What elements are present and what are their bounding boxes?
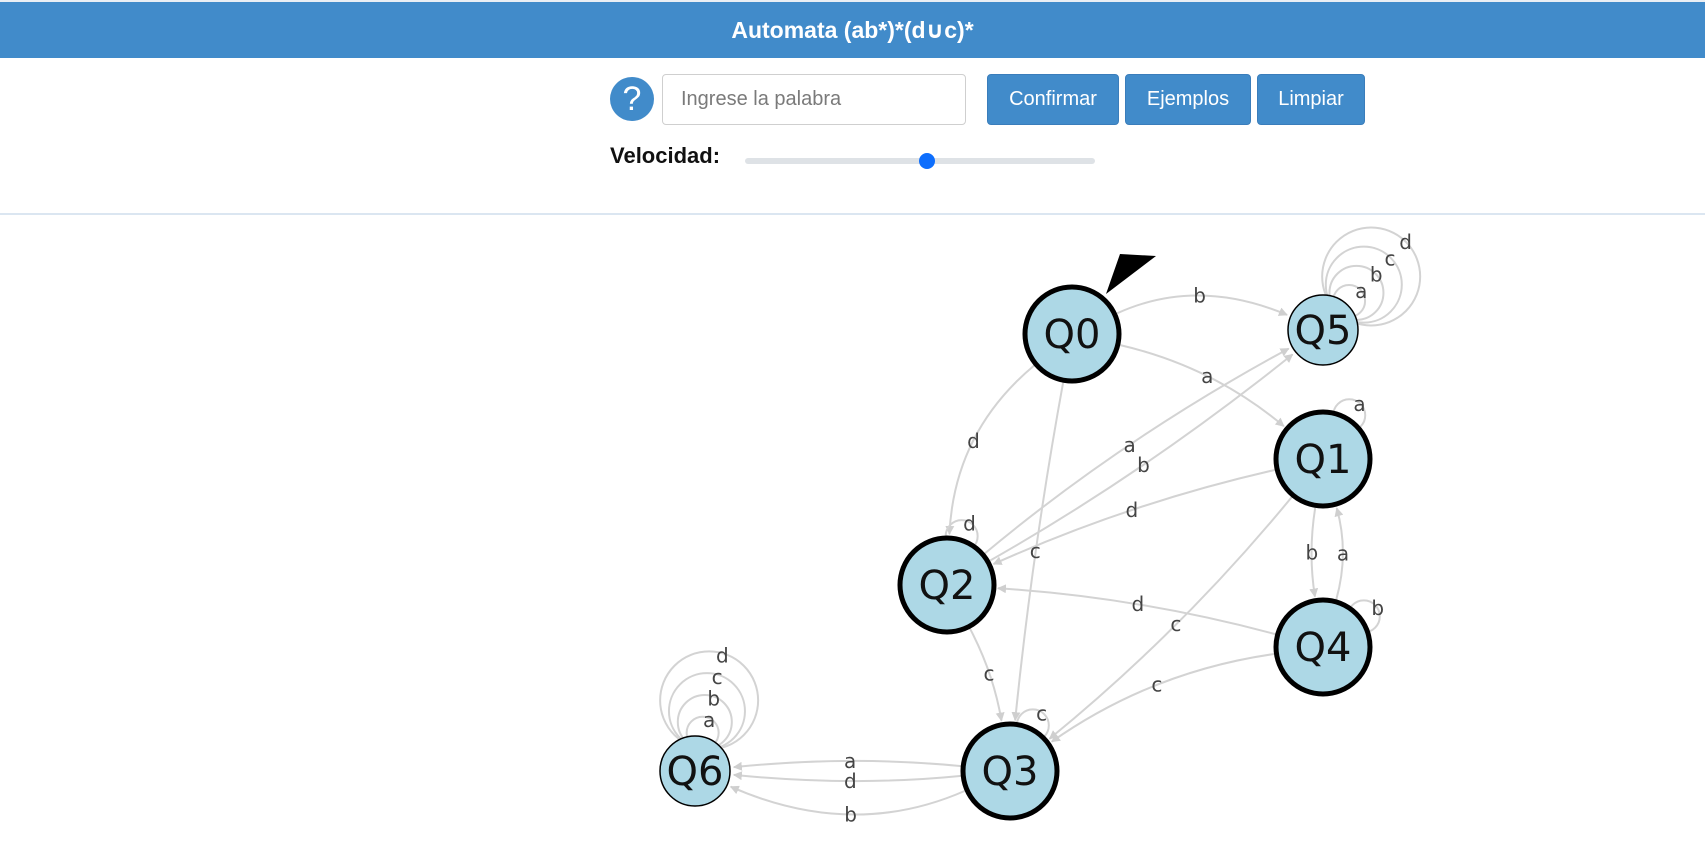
edge-label-Q1-Q3-c: c <box>1170 612 1181 636</box>
edge-label-Q2-Q3-c: c <box>984 662 995 686</box>
edge-label-Q3-Q6-b: b <box>844 803 857 827</box>
examples-button[interactable]: Ejemplos <box>1125 74 1251 125</box>
help-button[interactable]: ? <box>610 77 654 121</box>
edge-label-Q5-Q5-b: b <box>1370 263 1383 287</box>
state-Q3[interactable] <box>960 721 1060 821</box>
edge-label-Q2-Q2-d: d <box>963 512 976 536</box>
edge-label-Q5-Q5-d: d <box>1399 230 1412 254</box>
edge-label-Q1-Q4-b: b <box>1306 541 1319 565</box>
state-label-Q2: Q2 <box>919 563 976 609</box>
edge-label-Q0-Q1-a: a <box>1201 364 1213 388</box>
edge-label-Q1-Q2-d: d <box>1126 498 1139 522</box>
self-loop-Q5-d <box>1321 226 1422 327</box>
edge-Q2-Q5-b <box>989 353 1294 562</box>
edge-label-Q0-Q5-b: b <box>1193 283 1206 307</box>
edge-label-Q0-Q3-c: c <box>1030 539 1041 563</box>
edge-Q2-Q3-c <box>968 627 1005 722</box>
word-input[interactable] <box>662 74 966 125</box>
edge-Q0-Q5-b <box>1116 294 1288 316</box>
edge-label-Q6-Q6-a: a <box>703 708 715 732</box>
edge-label-Q5-Q5-c: c <box>1385 246 1396 270</box>
edge-Q1-Q4-b <box>1309 507 1319 598</box>
edge-label-Q3-Q6-d: d <box>844 769 857 793</box>
state-Q2[interactable] <box>897 535 997 635</box>
speed-label: Velocidad: <box>610 143 721 168</box>
edge-label-Q4-Q2-d: d <box>1131 592 1144 616</box>
edge-label-Q1-Q1-a: a <box>1353 392 1365 416</box>
state-label-Q6: Q6 <box>667 749 724 795</box>
edge-Q3-Q6-a <box>732 759 962 771</box>
edge-Q1-Q3-c <box>1048 496 1293 740</box>
edge-Q2-Q5-a <box>983 347 1290 555</box>
self-loop-Q5-c <box>1324 245 1403 324</box>
edge-Q3-Q6-d <box>732 771 962 783</box>
initial-state-arrow <box>1106 254 1156 294</box>
edge-Q4-Q2-d <box>996 584 1276 636</box>
edge-label-Q3-Q3-c: c <box>1036 702 1047 726</box>
clear-button[interactable]: Limpiar <box>1257 74 1365 125</box>
edge-label-Q2-Q5-a: a <box>1123 433 1135 457</box>
edge-label-Q2-Q5-b: b <box>1137 453 1150 477</box>
divider <box>0 213 1705 215</box>
question-icon: ? <box>622 80 642 118</box>
edge-Q0-Q3-c <box>1011 382 1065 722</box>
edge-Q4-Q1-a <box>1334 507 1344 601</box>
edge-label-Q6-Q6-b: b <box>707 686 720 710</box>
state-Q6[interactable] <box>659 735 731 807</box>
page-title: Automata (ab*)*(d∪c)* <box>731 16 974 43</box>
edge-label-Q4-Q1-a: a <box>1337 541 1349 565</box>
state-label-Q3: Q3 <box>982 749 1039 795</box>
edge-label-Q4-Q3-c: c <box>1151 673 1162 697</box>
edge-label-Q5-Q5-a: a <box>1355 279 1367 303</box>
state-label-Q1: Q1 <box>1295 437 1352 483</box>
state-Q4[interactable] <box>1273 597 1373 697</box>
edge-Q1-Q2-d <box>992 468 1276 565</box>
state-Q5[interactable] <box>1287 294 1359 366</box>
state-label-Q0: Q0 <box>1044 312 1101 358</box>
state-Q0[interactable] <box>1022 284 1122 384</box>
confirm-button[interactable]: Confirmar <box>987 74 1119 125</box>
edge-label-Q6-Q6-c: c <box>712 665 723 689</box>
edge-Q0-Q2-d <box>945 364 1035 535</box>
edge-Q0-Q1-a <box>1119 344 1285 428</box>
speed-slider-thumb[interactable] <box>919 153 935 169</box>
edge-label-Q6-Q6-d: d <box>716 643 729 667</box>
state-label-Q4: Q4 <box>1295 625 1352 671</box>
edge-label-Q4-Q4-b: b <box>1371 596 1384 620</box>
state-label-Q5: Q5 <box>1295 308 1352 354</box>
edge-label-Q0-Q2-d: d <box>967 429 980 453</box>
edge-Q4-Q3-c <box>1050 652 1275 743</box>
edge-Q3-Q6-b <box>729 785 966 816</box>
app-header: Automata (ab*)*(d∪c)* <box>0 0 1705 58</box>
state-Q1[interactable] <box>1273 409 1373 509</box>
edge-label-Q3-Q6-a: a <box>844 749 856 773</box>
